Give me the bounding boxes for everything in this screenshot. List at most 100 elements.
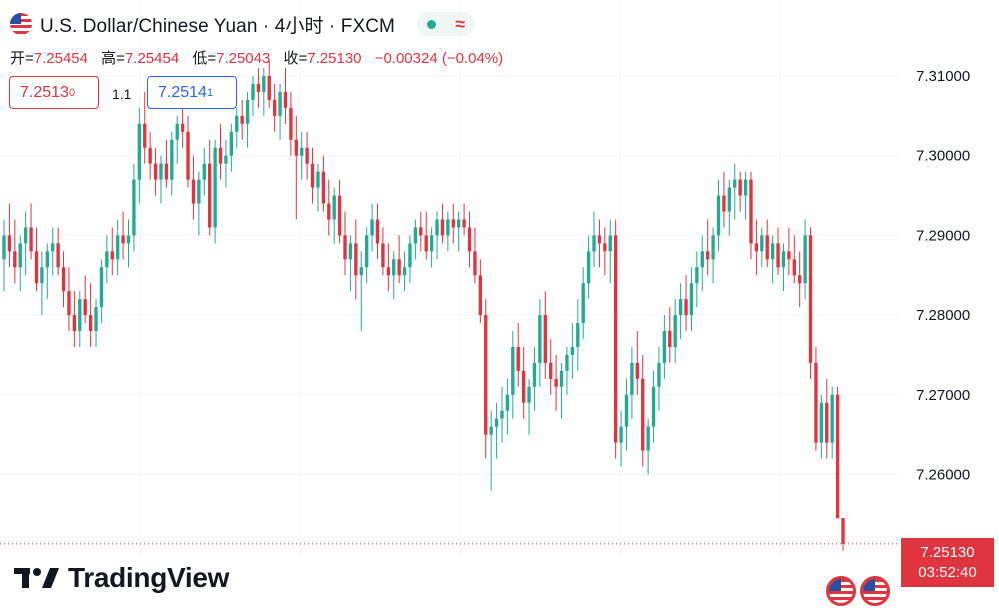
candle-body [278,91,282,116]
candle-body [78,299,82,332]
candle-body [673,315,677,347]
close-label: 收= [283,50,308,67]
candle-body [684,299,688,316]
candle-body [13,251,17,268]
y-tick-label: 7.26000 [916,467,970,484]
candle-body [251,83,255,100]
candle-body [300,147,304,156]
last-price-badge: 7.25130 03:52:40 [901,538,994,587]
candle-body [213,147,217,228]
candle-body [440,219,445,236]
candle-body [110,251,114,260]
market-status-pill[interactable]: ≈ [416,12,475,36]
candle-body [646,426,650,451]
candle-body [283,91,288,108]
candle-body [662,331,667,363]
tradingview-wordmark: TradingView [68,562,230,593]
market-open-dot-icon [426,19,436,29]
buy-price: 7.2514 [158,83,207,101]
candle-body [337,195,342,236]
currency-flags[interactable] [826,576,894,606]
candle-body [121,235,125,244]
candle-body [554,378,558,387]
price-axis: 7.31000 7.30000 7.29000 7.28000 7.27000 7.260… [916,68,970,484]
candle-body [641,378,645,451]
candle-body [565,354,569,371]
y-tick-label: 7.31000 [916,68,970,85]
candle-body [364,235,369,268]
candle-body [348,243,353,260]
candle-body [678,299,683,316]
candle-body [657,362,661,387]
candle-body [419,227,423,236]
candle-body [435,219,439,236]
candle-body [88,315,93,332]
open-value: 7.25454 [33,50,88,67]
candle-body [527,386,531,403]
candle-body [375,219,380,244]
candle-body [467,227,472,252]
candle-body [424,235,428,252]
grid-lines [0,0,900,557]
candle-body [61,267,66,292]
y-tick-label: 7.28000 [916,307,970,324]
candle-body [781,251,786,268]
candle-body [457,219,461,228]
candle-body [51,243,55,252]
candle-body [711,235,715,260]
candle-body [798,275,802,284]
candle-body [343,235,347,260]
candle-body [99,267,104,308]
candle-body [603,243,607,252]
candle-body [45,251,49,268]
candle-body [105,251,109,268]
change-value: −0.00324 (−0.04%) [374,50,504,67]
candle-body [538,315,542,363]
candle-body [148,147,152,164]
open-label: 开= [10,50,34,67]
candle-body [164,163,169,180]
candle-body [429,235,434,252]
candle-body [218,147,223,164]
candle-body [500,410,504,419]
symbol-title[interactable]: U.S. Dollar/Chinese Yuan · 4小时 · FXCM [40,15,395,37]
candle-body [787,251,791,260]
candle-body [392,259,396,276]
tradingview-logo[interactable]: TradingView [14,562,229,594]
candle-body [29,227,33,252]
candle-body [559,370,564,387]
candle-body [272,99,277,116]
candle-body [67,291,71,316]
candle-body [743,179,748,196]
candle-body [143,123,147,148]
candle-body [651,386,656,427]
close-value: 7.25130 [307,50,362,67]
candle-body [776,243,780,268]
y-tick-label: 7.30000 [916,148,970,165]
candle-body [386,267,390,276]
candle-body [402,267,407,276]
candle-body [240,115,244,124]
candle-body [733,179,737,188]
candle-body [754,243,759,252]
candle-body [332,195,336,220]
sell-button[interactable]: 7.2513 0 [9,76,99,109]
candle-body [40,267,44,284]
candle-body [321,171,326,204]
spread-value: 1.1 [112,86,132,102]
candle-body [765,235,769,260]
sell-price-pip: 0 [68,86,76,99]
buy-button[interactable]: 7.2514 1 [147,76,237,109]
candle-body [819,402,824,443]
y-tick-label: 7.29000 [916,227,970,244]
candle-body [72,315,77,332]
candle-body [511,346,515,395]
low-value: 7.25043 [216,50,271,67]
candle-body [294,139,298,156]
candle-body [705,251,710,260]
candle-body [803,235,807,284]
candle-body [159,163,163,180]
candle-body [180,123,185,132]
candle-body [830,394,834,443]
